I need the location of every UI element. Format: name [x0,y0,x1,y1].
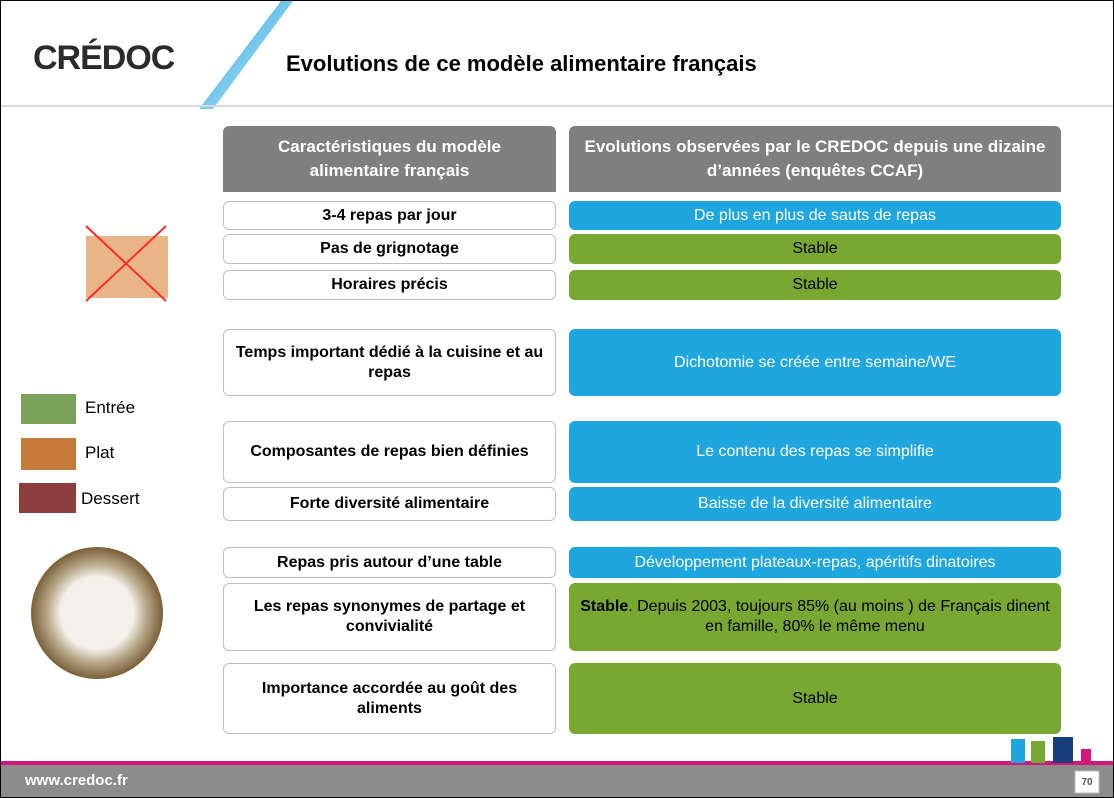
row-label: Les repas synonymes de partage et conviv… [223,583,556,651]
table-header: Evolutions observées par le CREDOC depui… [569,126,1061,192]
figure-icon [1011,739,1025,763]
row-label: Composantes de repas bien définies [223,421,556,483]
footer-url: www.credoc.fr [25,772,128,789]
course-label: Dessert [81,489,140,508]
row-evolution: Le contenu des repas se simplifie [569,421,1061,483]
row-evolution: Stable [569,663,1061,734]
row-evolution: Stable. Depuis 2003, toujours 85% (au mo… [569,583,1061,651]
swoosh [199,1,293,109]
page-number: 70 [1081,777,1093,788]
plate-image [31,547,163,679]
figure-icon [1053,737,1073,763]
dessert-image [19,483,76,513]
evolution-bold: Stable [580,598,629,615]
row-label: 3-4 repas par jour [223,201,556,230]
figure-icon [1081,749,1091,763]
slide-title: Evolutions de ce modèle alimentaire fran… [286,51,757,76]
row-label: Temps important dédié à la cuisine et au… [223,329,556,396]
row-label: Pas de grignotage [223,234,556,264]
evolution-text: Stable. Depuis 2003, toujours 85% (au mo… [577,597,1053,637]
row-evolution: Développement plateaux-repas, apéritifs … [569,547,1061,578]
cross [85,225,167,302]
row-label: Horaires précis [223,270,556,300]
main-image [21,438,76,470]
row-label: Forte diversité alimentaire [223,487,556,521]
course-label: Plat [85,443,115,462]
logo: CRÉDOC [33,39,175,77]
row-label: Importance accordée au goût des aliments [223,663,556,734]
page-box [1074,770,1100,794]
row-evolution: De plus en plus de sauts de repas [569,201,1061,230]
table-header: Caractéristiques du modèle alimentaire f… [223,126,556,192]
row-evolution: Stable [569,234,1061,264]
course-label: Entrée [85,398,136,417]
footer-rule [1,761,1113,765]
row-evolution: Baisse de la diversité alimentaire [569,487,1061,521]
row-label: Repas pris autour d’une table [223,547,556,578]
evolution-rest: . Depuis 2003, toujours 85% (au moins ) … [628,598,1050,635]
starter-image [21,394,76,424]
row-evolution: Stable [569,270,1061,300]
figure-icon [1031,741,1045,763]
row-evolution: Dichotomie se créée entre semaine/WE [569,329,1061,396]
footer-bar [1,765,1113,797]
